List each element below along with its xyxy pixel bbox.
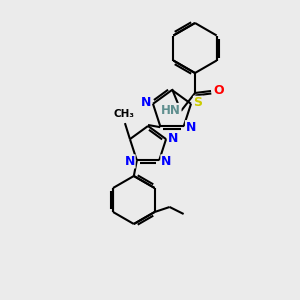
Text: N: N xyxy=(124,155,135,168)
Text: O: O xyxy=(214,85,224,98)
Text: N: N xyxy=(141,96,151,109)
Text: N: N xyxy=(186,121,196,134)
Text: HN: HN xyxy=(161,103,181,116)
Text: N: N xyxy=(161,155,171,168)
Text: N: N xyxy=(168,132,178,145)
Text: S: S xyxy=(194,96,202,109)
Text: CH₃: CH₃ xyxy=(113,109,134,119)
